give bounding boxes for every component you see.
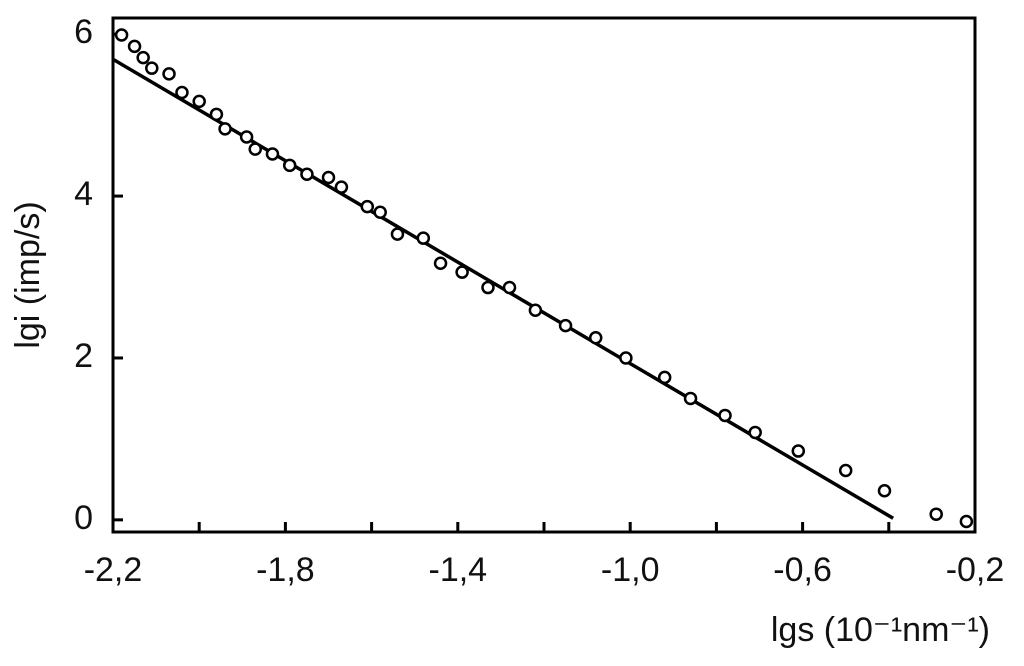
data-point [959, 514, 974, 529]
data-point [265, 147, 280, 161]
data-point [145, 61, 159, 75]
data-point [360, 199, 375, 214]
data-point [300, 167, 314, 181]
y-tick-label: 2 [74, 337, 93, 375]
data-point [838, 463, 853, 478]
data-point [558, 318, 573, 333]
data-point [416, 231, 431, 245]
data-point [502, 280, 517, 295]
data-point [455, 265, 469, 279]
x-tick-label: -0,2 [946, 551, 1005, 589]
data-point [588, 330, 603, 345]
data-point [282, 158, 297, 173]
data-point [748, 425, 762, 440]
data-point [114, 28, 129, 42]
data-point [218, 122, 232, 136]
data-point [175, 85, 189, 100]
data-point [433, 256, 448, 271]
x-tick-label: -0,6 [773, 551, 832, 589]
data-point [791, 444, 806, 458]
data-point [248, 142, 262, 156]
x-tick-label: -1,8 [256, 551, 315, 589]
data-point [481, 280, 495, 295]
y-tick-label: 4 [74, 175, 93, 213]
x-tick-label: -2,2 [84, 551, 143, 589]
data-point [619, 351, 633, 365]
data-point [209, 107, 224, 122]
data-point [162, 67, 176, 81]
data-point [683, 391, 698, 406]
data-point [127, 39, 142, 54]
data-point [877, 483, 892, 498]
data-point [657, 370, 672, 385]
plot-frame [111, 16, 977, 534]
y-axis-label: lgi (imp/s) [9, 201, 47, 348]
data-point [239, 130, 254, 144]
data-point [929, 507, 943, 521]
data-point [192, 94, 206, 109]
data-point [334, 180, 349, 194]
x-tick-label: -1,0 [601, 551, 660, 589]
x-tick-label: -1,4 [429, 551, 488, 589]
y-tick-label: 6 [74, 13, 93, 51]
data-point [718, 408, 732, 423]
data-point [373, 205, 387, 220]
data-point [136, 50, 150, 65]
data-point [528, 303, 543, 317]
x-axis-label: lgs (10⁻¹nm⁻¹) [771, 611, 990, 649]
y-tick-label: 0 [74, 499, 93, 537]
data-point [390, 227, 405, 241]
data-point [321, 170, 336, 185]
